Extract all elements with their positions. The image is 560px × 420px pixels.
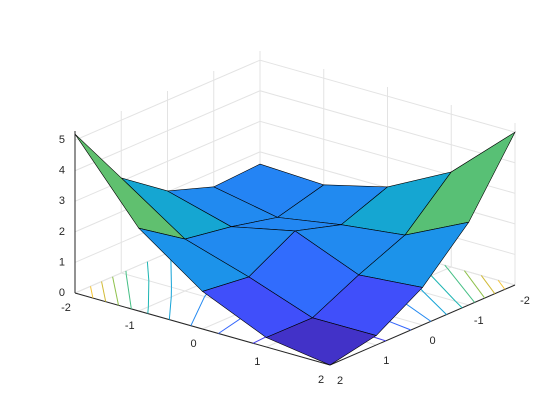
z-tick-label: 5 [59, 134, 65, 146]
contour-line [423, 291, 447, 315]
contour-line [430, 275, 456, 302]
surface-patch [74, 133, 187, 240]
z-tick-label: 1 [59, 256, 65, 268]
y-tick-label: -1 [474, 315, 484, 327]
contour-line [447, 268, 475, 303]
y-tick-label: 0 [429, 335, 435, 347]
x-tick-label: 2 [318, 374, 324, 386]
contour-line [168, 296, 172, 320]
y-tick-label: 2 [337, 375, 343, 387]
grid-line [74, 90, 261, 172]
x-tick-label: -1 [125, 320, 135, 332]
contour-line [147, 306, 149, 314]
z-tick-label: 4 [59, 165, 65, 177]
z-tick-label: 0 [59, 287, 65, 299]
grid-line [74, 120, 261, 202]
x-tick-label: 1 [254, 356, 260, 368]
grid-line [74, 59, 261, 141]
x-tick-label: 0 [190, 338, 196, 350]
contour-line [497, 279, 506, 290]
y-tick-label: -2 [520, 295, 530, 307]
surface-patch [265, 317, 377, 366]
grid-line [259, 59, 516, 133]
contour-line [125, 274, 132, 309]
contour-line [480, 275, 496, 295]
contour-line [112, 276, 120, 306]
contour-line [444, 264, 449, 269]
contour-line [464, 270, 486, 299]
contour-line [90, 286, 94, 299]
x-tick-label: -2 [61, 302, 71, 314]
z-tick-label: 2 [59, 226, 65, 238]
y-axis [329, 284, 516, 366]
z-tick-label: 3 [59, 195, 65, 207]
contour-line [190, 296, 206, 326]
grid-line [259, 90, 516, 164]
contour-line [146, 261, 150, 281]
contour-line [101, 281, 107, 302]
y-tick-label: 1 [383, 355, 389, 367]
contour-line [455, 300, 463, 309]
x-axis [74, 292, 331, 366]
